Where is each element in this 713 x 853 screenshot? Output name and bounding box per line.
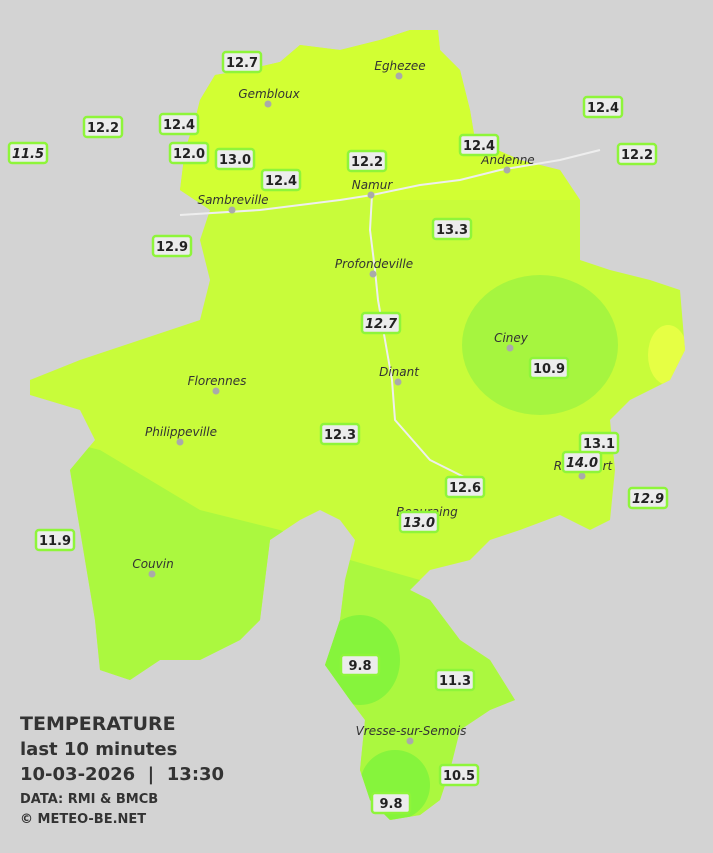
station-box bbox=[221, 50, 263, 74]
station-value: 9.8 bbox=[379, 797, 402, 812]
city-dot bbox=[395, 72, 403, 80]
legend-source: DATA: RMI & BMCB bbox=[20, 792, 158, 807]
station-value: 12.2 bbox=[87, 121, 119, 136]
station-box bbox=[444, 475, 486, 499]
station-value: 12.7 bbox=[226, 56, 258, 71]
station-value: 12.4 bbox=[163, 118, 195, 133]
city-dot bbox=[394, 378, 402, 386]
city-dot bbox=[369, 270, 377, 278]
station-value: 11.5 bbox=[12, 147, 44, 162]
station-value: 12.4 bbox=[265, 174, 297, 189]
station-box bbox=[158, 112, 200, 136]
station-box bbox=[168, 141, 210, 165]
station-box bbox=[616, 142, 658, 166]
station-value: 12.4 bbox=[463, 139, 495, 154]
city-label: Florennes bbox=[188, 374, 247, 388]
station-box bbox=[458, 133, 500, 157]
river bbox=[179, 149, 601, 216]
station-box bbox=[561, 450, 603, 474]
station-value: 12.0 bbox=[173, 147, 205, 162]
station-value: 12.9 bbox=[156, 240, 188, 255]
station-box bbox=[360, 311, 402, 335]
city-dot bbox=[503, 166, 511, 174]
city-dot bbox=[228, 206, 236, 214]
city-dot bbox=[406, 737, 414, 745]
legend-credit: © METEO-BE.NET bbox=[20, 812, 146, 827]
station-box bbox=[151, 234, 193, 258]
city-label: Gembloux bbox=[238, 87, 300, 101]
station-value: 12.2 bbox=[351, 155, 383, 170]
city-dot bbox=[264, 100, 272, 108]
city-dot bbox=[506, 344, 514, 352]
station-box bbox=[339, 653, 381, 677]
city-label: Philippeville bbox=[145, 425, 217, 439]
station-value: 12.9 bbox=[632, 492, 664, 507]
station-box bbox=[346, 149, 388, 173]
city-label: Eghezee bbox=[374, 59, 425, 73]
city-label: Profondeville bbox=[335, 257, 413, 271]
station-value: 11.3 bbox=[439, 674, 471, 689]
city-dot bbox=[176, 438, 184, 446]
station-value: 10.5 bbox=[443, 769, 475, 784]
station-box bbox=[34, 528, 76, 552]
station-box bbox=[214, 147, 256, 171]
station-box bbox=[260, 168, 302, 192]
station-value: 13.3 bbox=[436, 223, 468, 238]
station-box bbox=[7, 141, 49, 165]
station-box bbox=[582, 95, 624, 119]
city-label: Couvin bbox=[132, 557, 173, 571]
city-label: Andenne bbox=[480, 153, 534, 167]
station-box bbox=[319, 422, 361, 446]
station-value: 13.0 bbox=[219, 153, 251, 168]
station-box bbox=[82, 115, 124, 139]
station-value: 9.8 bbox=[348, 659, 371, 674]
station-value: 13.1 bbox=[583, 437, 615, 452]
city-label: Namur bbox=[352, 178, 394, 192]
station-value: 12.6 bbox=[449, 481, 481, 496]
station-box bbox=[431, 217, 473, 241]
city-dot bbox=[148, 570, 156, 578]
river bbox=[368, 194, 471, 481]
station-value: 13.0 bbox=[403, 516, 435, 531]
city-label: Vresse-sur-Semois bbox=[356, 724, 467, 738]
station-box bbox=[528, 356, 570, 380]
station-box bbox=[370, 791, 412, 815]
city-label: Sambreville bbox=[197, 193, 268, 207]
station-value: 10.9 bbox=[533, 362, 565, 377]
station-box bbox=[398, 510, 440, 534]
legend-title: TEMPERATURE bbox=[20, 713, 176, 735]
legend-subtitle: last 10 minutes bbox=[20, 739, 177, 760]
legend-datetime: 10-03-2026 | 13:30 bbox=[20, 764, 224, 785]
city-label: Dinant bbox=[379, 365, 420, 379]
station-box bbox=[627, 486, 669, 510]
city-dot bbox=[578, 472, 586, 480]
station-value: 12.2 bbox=[621, 148, 653, 163]
station-value: 12.4 bbox=[587, 101, 619, 116]
station-box bbox=[438, 763, 480, 787]
city-dot bbox=[212, 387, 220, 395]
city-label: Ciney bbox=[494, 331, 529, 345]
station-value: 12.7 bbox=[365, 317, 398, 332]
station-value: 12.3 bbox=[324, 428, 356, 443]
station-value: 14.0 bbox=[566, 456, 598, 471]
station-value: 11.9 bbox=[39, 534, 71, 549]
city-dot bbox=[367, 191, 375, 199]
station-box bbox=[434, 668, 476, 692]
